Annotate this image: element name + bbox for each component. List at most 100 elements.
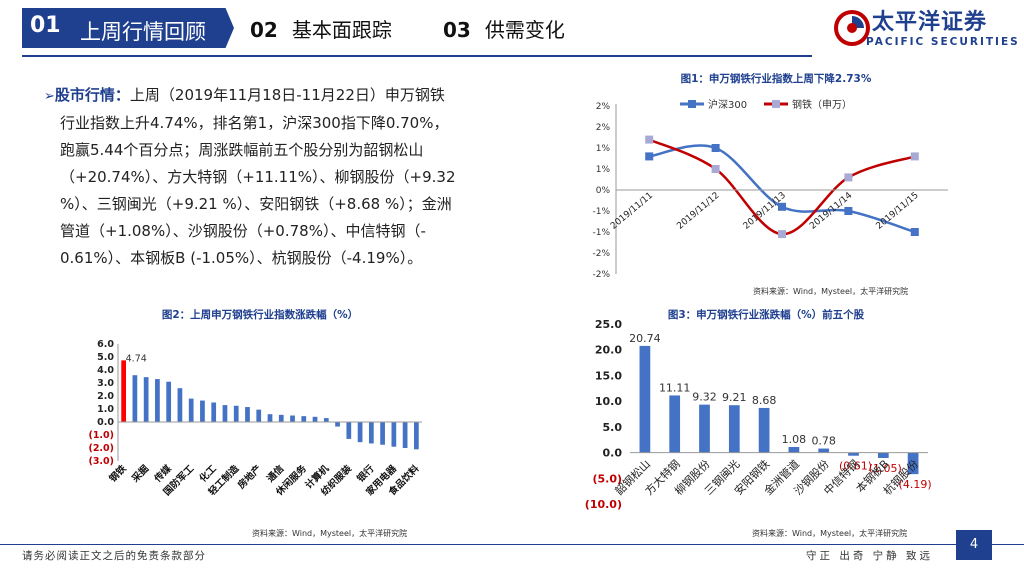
slide-header: 01 上周行情回顾 02 基本面跟踪 03 供需变化 太平洋证券 PACIFIC S… [0, 0, 1024, 62]
bar-highlight [121, 360, 126, 422]
bar [166, 381, 172, 422]
section-tab-market-review[interactable]: 01 上周行情回顾 [22, 8, 234, 48]
commentary-line: 行业指数上升4.74%，排名第1，沪深300指下降0.70%， [60, 114, 449, 132]
section-number: 02 [250, 18, 278, 42]
commentary-line: %）、三钢闽光（+9.21 %）、安阳钢铁（+8.68 %）；金洲 [60, 195, 452, 213]
highlight-value-label: 4.74 [126, 353, 147, 364]
bar [245, 407, 250, 422]
data-point-steel [910, 152, 919, 161]
bar [132, 375, 138, 422]
y-tick-label: 6.0 [97, 339, 114, 350]
section-number: 01 [30, 13, 61, 38]
section-label: 基本面跟踪 [291, 18, 392, 42]
bar [728, 405, 740, 453]
chart-title: 图1：申万钢铁行业指数上周下降2.73% [681, 72, 872, 85]
bar [414, 422, 419, 450]
y-tick-label: -1% [592, 228, 610, 238]
legend-marker-steel [772, 100, 780, 108]
y-tick-label: 15.0 [595, 369, 622, 382]
y-tick-label: 20.0 [595, 344, 622, 357]
commentary-line: 管道（+1.08%）、沙钢股份（+0.78%）、中信特钢（- [60, 222, 426, 240]
section-tab-fundamentals[interactable]: 02 基本面跟踪 [250, 14, 392, 43]
data-point-steel [711, 165, 720, 173]
y-axis: 2% 2% 1% 1% 0% -1% -1% -2% -2% [592, 102, 610, 280]
data-point-steel [645, 135, 654, 144]
bar [256, 409, 262, 422]
y-tick-label: 5.0 [97, 352, 114, 363]
bar-value-label: 11.11 [659, 381, 691, 394]
bar-value-label: 1.08 [782, 433, 807, 446]
bar [200, 400, 205, 422]
bar [402, 422, 408, 448]
chart-legend: 沪深300 钢铁（申万） [680, 98, 852, 111]
bar-value-label: 9.32 [692, 391, 717, 404]
bar [155, 379, 160, 422]
bar-value-label: (1.05) [869, 462, 902, 475]
data-point-csi300 [778, 202, 786, 211]
y-tick-label: 10.0 [595, 395, 622, 408]
chart-bars: 4.74 [118, 353, 422, 450]
bar [788, 447, 800, 453]
y-tick-label: 0.0 [97, 417, 114, 428]
data-point-csi300 [844, 207, 853, 215]
bar-value-label: 20.74 [629, 332, 661, 345]
section-label: 上周行情回顾 [80, 20, 206, 44]
bar-value-label: (0.61) [839, 460, 872, 473]
y-tick-label: 2% [596, 123, 611, 133]
y-tick-label: 25.0 [595, 318, 622, 331]
chart-top-stocks-change: 图3：申万钢铁行业涨跌幅（%）前五个股 25.0 20.0 15.0 10.0 5.0 0… [585, 308, 932, 538]
data-point-steel [844, 173, 853, 182]
y-tick-label: -2% [592, 249, 610, 259]
y-tick-label: 2.0 [97, 391, 114, 402]
bar [368, 422, 374, 444]
section-label: 供需变化 [484, 18, 565, 42]
footer-motto: 守正 出奇 宁静 致远 [806, 550, 934, 562]
bar [346, 422, 352, 439]
bar [211, 402, 217, 422]
bar [143, 377, 149, 422]
bullet-arrow-icon: ➢ [44, 89, 55, 104]
y-tick-label: (3.0) [88, 456, 114, 467]
market-commentary: ➢股市行情：上周（2019年11月18日-11月22日）申万钢铁 行业指数上升4… [44, 82, 514, 272]
chart-data-labels: 20.74 11.119.32 9.21 8.68 1.08 0.78(0.61)(1.0… [629, 332, 931, 491]
bar [848, 452, 859, 456]
bar-value-label: 9.21 [722, 391, 747, 404]
legend-label-steel: 钢铁（申万） [792, 98, 852, 111]
y-tick-label: (2.0) [88, 443, 114, 454]
chart-sector-weekly-change: 图2：上周申万钢铁行业指数涨跌幅（%） 6.0 5.0 4.0 3.0 2.0 1.0 0.… [88, 308, 422, 538]
footer-disclaimer: 请务必阅读正文之后的免责条款部分 [22, 550, 206, 562]
footer-divider [0, 544, 1024, 545]
chart-source: 资料来源：Wind，Mysteel，太平洋研究院 [753, 286, 908, 296]
bar [177, 388, 183, 422]
y-tick-label: 1% [596, 144, 611, 154]
chart-bars [630, 345, 928, 475]
y-tick-label: 1% [596, 165, 611, 175]
commentary-line: 上周（2019年11月18日-11月22日）申万钢铁 [129, 86, 445, 104]
data-point-steel [778, 230, 786, 239]
chart-title: 图3：申万钢铁行业涨跌幅（%）前五个股 [668, 308, 865, 321]
legend-label-csi300: 沪深300 [708, 98, 747, 111]
y-axis: 25.0 20.0 15.0 10.0 5.0 0.0 (5.0) (10.0) [585, 318, 623, 511]
y-tick-label: -1% [592, 207, 610, 217]
y-tick-label: (10.0) [585, 498, 622, 511]
section-tab-supply-demand[interactable]: 03 供需变化 [443, 14, 565, 43]
data-point-csi300 [645, 152, 654, 161]
logo-name-cn: 太平洋证券 [872, 10, 988, 35]
chart-steel-index-vs-csi300: 图1：申万钢铁行业指数上周下降2.73% 沪深300 钢铁（申万） 2% 2% 1%… [592, 72, 948, 296]
bar-value-label: 0.78 [811, 435, 836, 448]
header-divider [22, 55, 812, 57]
bar [877, 452, 889, 458]
bar [391, 422, 397, 447]
commentary-line: 跑赢5.44个百分点；周涨跌幅前五个股分别为韶钢松山 [60, 141, 424, 159]
bar [233, 405, 239, 422]
bar [278, 414, 284, 422]
y-axis: 6.0 5.0 4.0 3.0 2.0 1.0 0.0 (1.0) (2.0) (3.0) [88, 339, 119, 467]
y-tick-label: 5.0 [603, 421, 623, 434]
bar [907, 452, 919, 475]
y-tick-label: 3.0 [97, 378, 114, 389]
pacific-securities-logo-icon [834, 10, 870, 46]
bar [335, 422, 340, 427]
y-tick-label: 4.0 [97, 365, 114, 376]
bar [312, 416, 318, 422]
